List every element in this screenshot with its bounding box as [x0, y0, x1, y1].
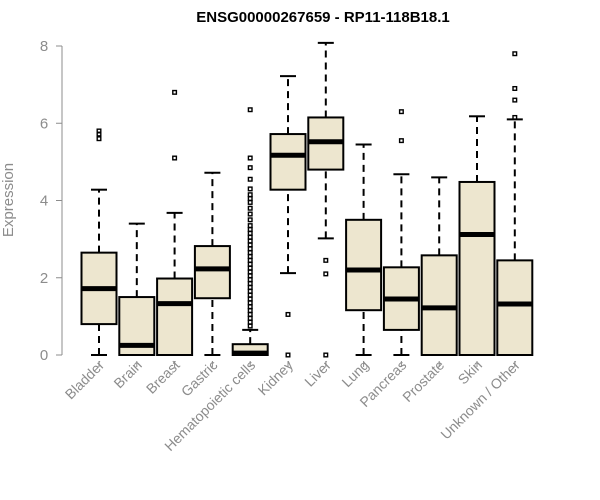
- box-group: [458, 115, 496, 356]
- box-group: [382, 109, 420, 356]
- y-tick-label: 6: [40, 115, 48, 132]
- x-tick-label: Liver: [301, 357, 334, 390]
- outlier-point: [247, 273, 253, 279]
- outlier-point: [247, 238, 253, 244]
- y-tick-label: 4: [40, 193, 48, 210]
- outlier-point: [247, 296, 253, 302]
- outlier-point: [512, 97, 518, 103]
- outlier-point: [247, 250, 253, 256]
- box-iqr: [496, 259, 534, 356]
- outlier-point: [172, 89, 178, 95]
- outlier-point: [247, 288, 253, 294]
- outlier-point: [247, 300, 253, 306]
- box-group: [193, 171, 231, 356]
- y-tick-label: 8: [40, 38, 48, 55]
- outlier-point: [172, 155, 178, 161]
- y-tick-label: 0: [40, 347, 48, 364]
- box-group: [307, 41, 345, 358]
- outlier-point: [323, 271, 329, 277]
- outlier-point: [247, 192, 253, 198]
- outlier-point: [247, 217, 253, 223]
- box-iqr: [193, 245, 231, 300]
- box-group: [420, 176, 458, 356]
- outlier-point: [247, 304, 253, 310]
- outlier-point: [247, 323, 253, 329]
- outlier-point: [247, 319, 253, 325]
- outlier-point: [247, 107, 253, 113]
- outlier-point: [247, 242, 253, 248]
- outlier-point: [96, 128, 102, 134]
- box-iqr: [420, 254, 458, 356]
- box-group: [496, 51, 534, 356]
- outlier-point: [512, 114, 518, 120]
- outlier-point: [285, 352, 291, 358]
- boxes-layer: [80, 41, 534, 358]
- box-iqr: [458, 180, 496, 356]
- x-tick-label: Breast: [143, 357, 183, 397]
- outlier-point: [247, 230, 253, 236]
- x-tick-label: Bladder: [62, 357, 108, 403]
- box-group: [231, 107, 269, 356]
- outlier-point: [247, 226, 253, 232]
- outlier-point: [323, 352, 329, 358]
- outlier-point: [247, 176, 253, 182]
- outlier-point: [247, 223, 253, 229]
- outlier-point: [512, 51, 518, 57]
- x-tick-label: Lung: [338, 357, 371, 390]
- outlier-point: [247, 211, 253, 217]
- outlier-point: [247, 261, 253, 267]
- outlier-point: [247, 155, 253, 161]
- outlier-point: [398, 138, 404, 144]
- y-axis: 0 2 4 6 8: [40, 38, 63, 364]
- outlier-point: [247, 165, 253, 171]
- outlier-point: [247, 269, 253, 275]
- outlier-point: [247, 186, 253, 192]
- box-group: [269, 75, 307, 358]
- outlier-point: [247, 254, 253, 260]
- box-group: [80, 128, 118, 356]
- x-tick-label: Prostate: [399, 357, 447, 405]
- outlier-point: [247, 234, 253, 240]
- outlier-point: [323, 257, 329, 263]
- outlier-point: [512, 85, 518, 91]
- outlier-point: [247, 199, 253, 205]
- y-axis-label: Expression: [0, 163, 17, 237]
- outlier-point: [247, 196, 253, 202]
- box-group: [118, 222, 156, 356]
- outlier-point: [247, 265, 253, 271]
- outlier-point: [96, 136, 102, 142]
- box-iqr: [269, 133, 307, 191]
- outlier-point: [247, 257, 253, 263]
- x-tick-label: Brain: [110, 357, 144, 391]
- outlier-point: [247, 284, 253, 290]
- outlier-point: [247, 205, 253, 211]
- chart-title: ENSG00000267659 - RP11-118B18.1: [196, 9, 450, 26]
- box-group: [345, 143, 383, 356]
- outlier-point: [285, 311, 291, 317]
- box-iqr: [156, 277, 194, 356]
- outlier-point: [247, 246, 253, 252]
- outlier-point: [247, 281, 253, 287]
- outlier-point: [398, 109, 404, 115]
- x-tick-label: Kidney: [255, 357, 297, 399]
- outlier-point: [247, 292, 253, 298]
- outlier-point: [247, 308, 253, 314]
- outlier-point: [247, 315, 253, 321]
- box-iqr: [345, 218, 383, 312]
- outlier-point: [247, 311, 253, 317]
- y-tick-label: 2: [40, 270, 48, 287]
- x-tick-label: Skin: [455, 357, 486, 388]
- box-group: [156, 89, 194, 356]
- outlier-point: [247, 277, 253, 283]
